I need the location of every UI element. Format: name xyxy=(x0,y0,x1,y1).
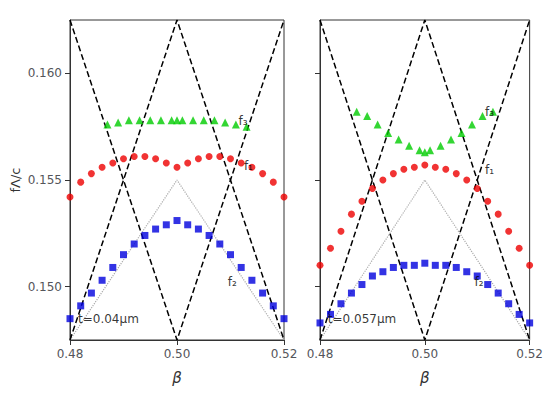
svg-text:t=0.04μm: t=0.04μm xyxy=(78,312,139,326)
svg-text:fΛ/c: fΛ/c xyxy=(8,168,23,193)
svg-text:f₃: f₃ xyxy=(485,105,494,119)
svg-text:0.50: 0.50 xyxy=(164,347,191,361)
svg-text:0.160: 0.160 xyxy=(28,66,62,80)
svg-text:0.52: 0.52 xyxy=(516,347,543,361)
svg-text:t=0.057μm: t=0.057μm xyxy=(328,312,396,326)
svg-text:f₂: f₂ xyxy=(228,275,237,289)
svg-text:f₁: f₁ xyxy=(244,159,253,173)
svg-text:0.150: 0.150 xyxy=(28,280,62,294)
svg-text:β: β xyxy=(171,369,182,387)
svg-text:0.48: 0.48 xyxy=(57,347,84,361)
svg-text:f₂: f₂ xyxy=(475,275,484,289)
svg-text:0.48: 0.48 xyxy=(307,347,334,361)
svg-text:β: β xyxy=(419,369,430,387)
svg-text:0.50: 0.50 xyxy=(411,347,438,361)
svg-text:f₁: f₁ xyxy=(485,163,494,177)
svg-text:0.52: 0.52 xyxy=(271,347,298,361)
svg-text:f₃: f₃ xyxy=(239,114,248,128)
svg-text:0.155: 0.155 xyxy=(28,173,62,187)
